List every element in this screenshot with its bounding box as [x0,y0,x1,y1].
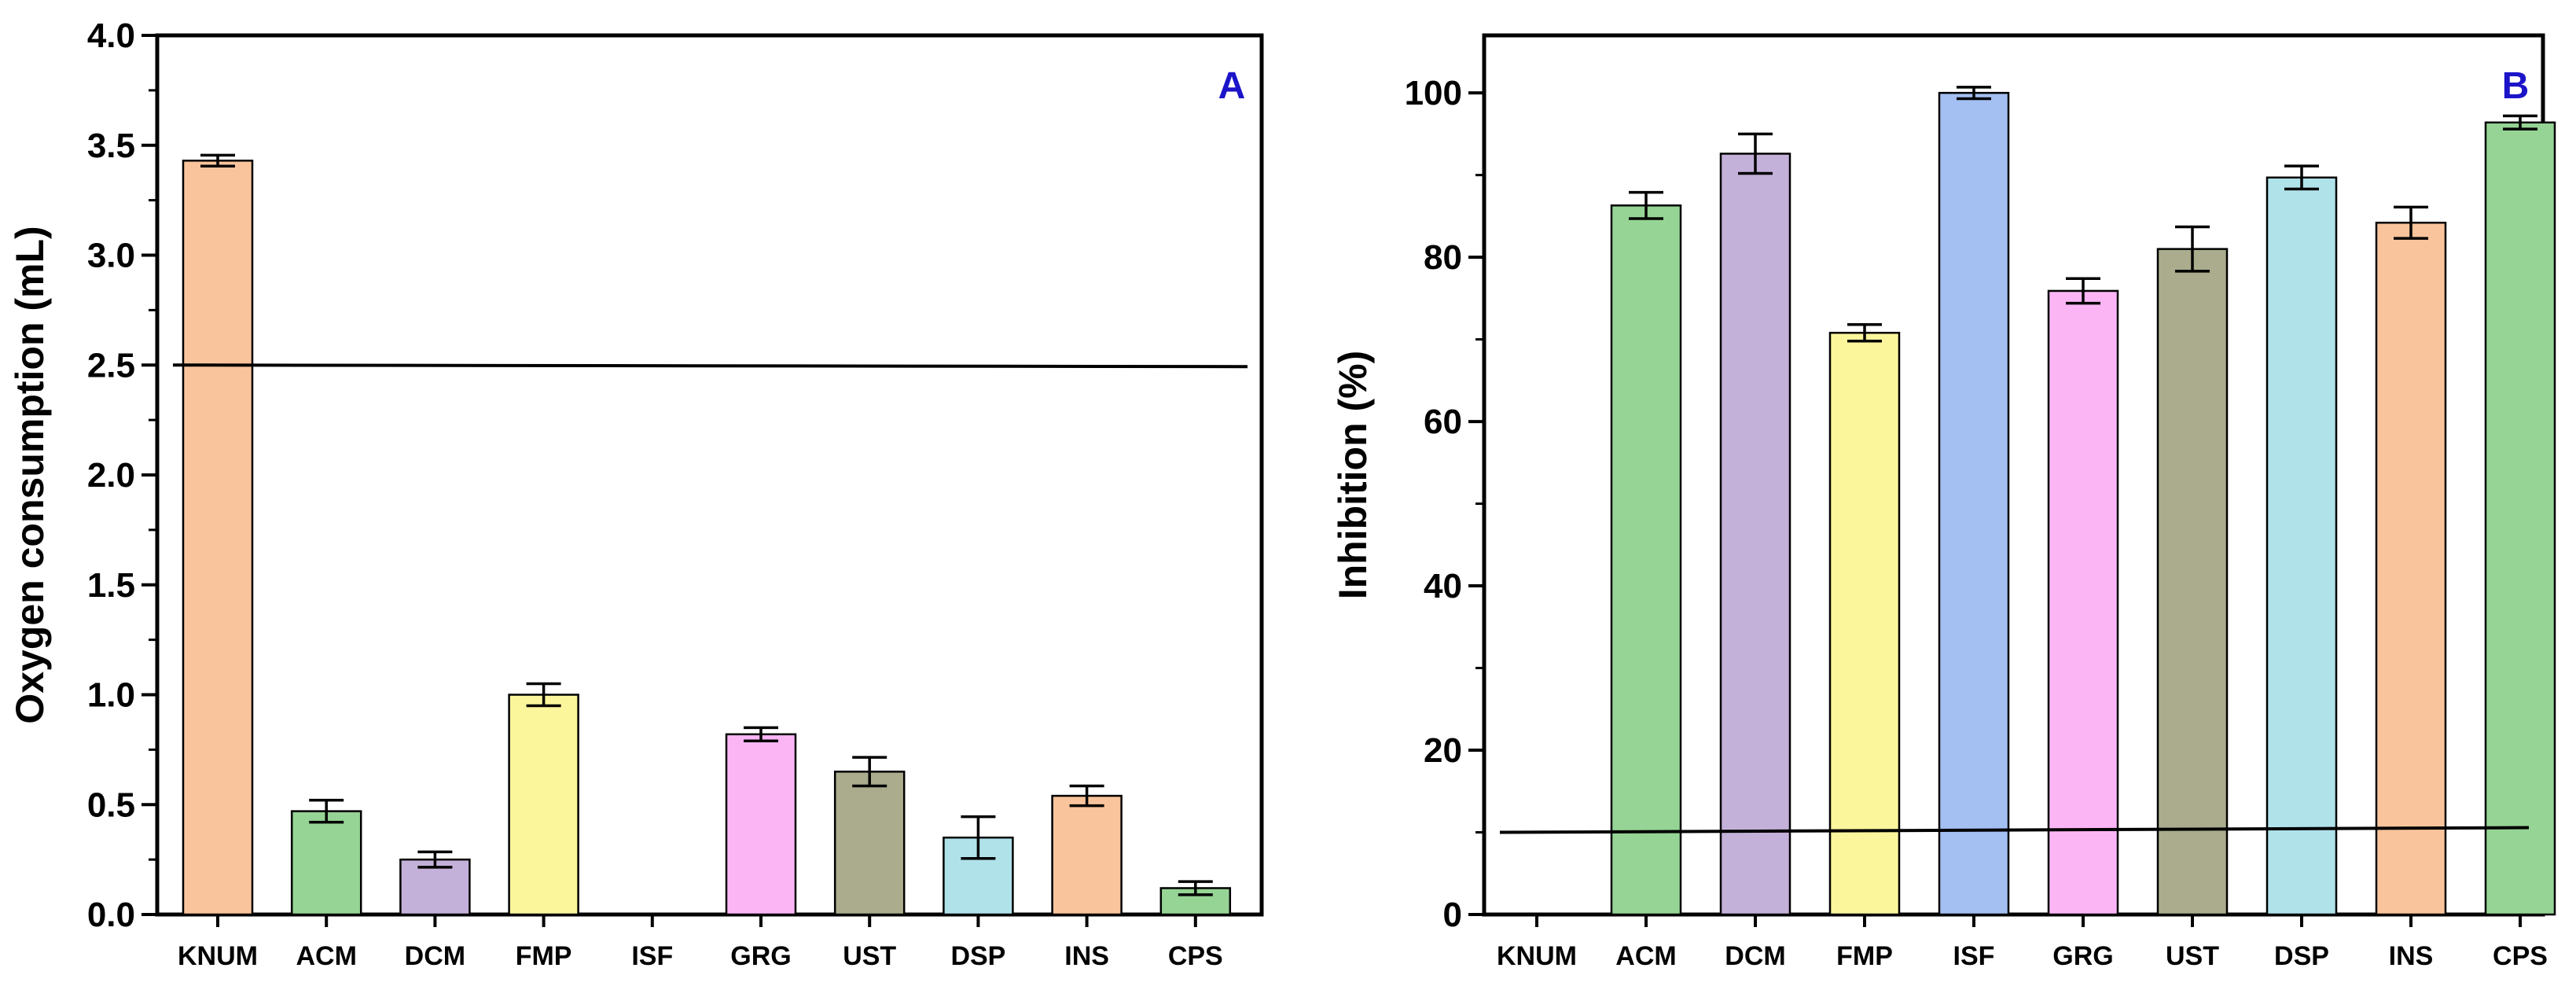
bar-isf [1938,91,2010,916]
panel-b-y-axis-title: Inhibition (%) [1331,351,1375,600]
x-tick-label: DCM [405,941,465,971]
y-tick-label: 40 [1424,567,1462,605]
bar-ins [1051,794,1123,916]
bar-dcm [1719,153,1791,916]
bar-fmp [1828,331,1901,916]
bar-grg [2047,289,2119,916]
bar-ins [2375,221,2447,916]
y-tick-label: 60 [1424,403,1462,441]
x-tick-label: GRG [730,941,791,971]
panel-a-label: A [1218,65,1246,107]
bar-grg [725,733,797,916]
x-tick-label: KNUM [178,941,258,971]
panel-a-x-ticks: KNUM ACM DCM FMP ISF GRG UST DSP INS CPS [178,915,1223,971]
x-tick-label: ISF [631,941,673,971]
y-tick-label: 3.5 [87,127,135,165]
error-bar-acm [1629,190,1663,220]
error-bar-fmp [1847,323,1882,343]
bar-acm [1610,204,1682,916]
error-bar-dsp [961,815,996,860]
y-tick-label: 80 [1424,238,1462,277]
x-tick-label: INS [2389,941,2434,971]
panel-b-error-bars [1629,86,2537,343]
panel-b-x-ticks: KNUM ACM DCM FMP ISF GRG UST DSP INS CPS [1497,915,2548,971]
bar-dsp [2265,176,2338,916]
x-tick-label: UST [843,941,896,971]
error-bar-ust [852,756,887,788]
panel-a-frame [155,33,1264,917]
x-tick-label: GRG [2052,941,2113,971]
x-tick-label: DSP [950,941,1005,971]
y-tick-label: 0 [1443,896,1462,934]
x-tick-label: ACM [296,941,356,971]
bar-ust [2156,248,2229,916]
error-bar-grg [2066,277,2100,305]
y-tick-label: 2.5 [87,346,135,385]
panel-b-y-ticks: 0 20 40 60 80 100 [1405,74,1484,934]
bar-acm [290,810,362,916]
bar-fmp [508,694,579,916]
panel-a-y-axis-title: Oxygen consumption (mL) [8,226,52,723]
panel-b-bars [1610,91,2556,916]
x-tick-label: DCM [1725,941,1785,971]
x-tick-label: CPS [1168,941,1223,971]
panel-b: 0 20 40 60 80 100 KNUM ACM DCM FMP ISF GRG UST DSP IN… [1331,33,2556,971]
panel-a-bars [182,160,1232,916]
y-tick-label: 20 [1424,731,1462,770]
error-bar-ins [2394,205,2428,240]
error-bar-acm [309,798,344,824]
panel-a-reference-line [172,363,1248,369]
y-tick-label: 2.0 [87,456,135,495]
panel-b-label: B [2502,65,2530,107]
y-tick-label: 4.0 [87,17,135,55]
bar-knum [182,160,254,916]
x-tick-label: FMP [516,941,572,971]
error-bar-isf [1957,86,1991,101]
y-tick-label: 1.5 [87,566,135,605]
x-tick-label: UST [2166,941,2219,971]
panel-a-y-ticks: 0.0 0.5 1.0 1.5 2.0 2.5 3.0 3.5 4.0 [87,17,157,934]
error-bar-ust [2175,225,2210,273]
error-bar-dcm [1738,132,1773,175]
y-tick-label: 1.0 [87,676,135,715]
error-bar-dcm [417,850,453,869]
error-bar-ins [1069,784,1104,808]
x-tick-label: FMP [1836,941,1893,971]
y-tick-label: 0.0 [87,896,135,934]
error-bar-cps [1178,880,1213,896]
panel-b-reference-line [1499,826,2530,834]
x-tick-label: ISF [1953,941,1995,971]
error-bar-grg [744,726,778,742]
x-tick-label: ACM [1615,941,1676,971]
y-tick-label: 0.5 [87,786,135,824]
bar-dcm [399,858,471,916]
error-bar-dsp [2284,164,2319,191]
error-bar-cps [2503,114,2537,131]
error-bar-knum [200,153,235,168]
x-tick-label: KNUM [1497,941,1577,971]
panel-a-error-bars [200,153,1213,896]
x-tick-label: DSP [2274,941,2329,971]
bar-cps [2484,121,2556,916]
panel-a: 0.0 0.5 1.0 1.5 2.0 2.5 3.0 3.5 4.0 KNUM ACM DCM FM… [8,17,1264,971]
x-tick-label: INS [1064,941,1109,971]
y-tick-label: 100 [1405,74,1462,112]
y-tick-label: 3.0 [87,237,135,275]
x-tick-label: CPS [2493,941,2548,971]
error-bar-fmp [526,682,561,708]
bar-ust [833,771,906,916]
